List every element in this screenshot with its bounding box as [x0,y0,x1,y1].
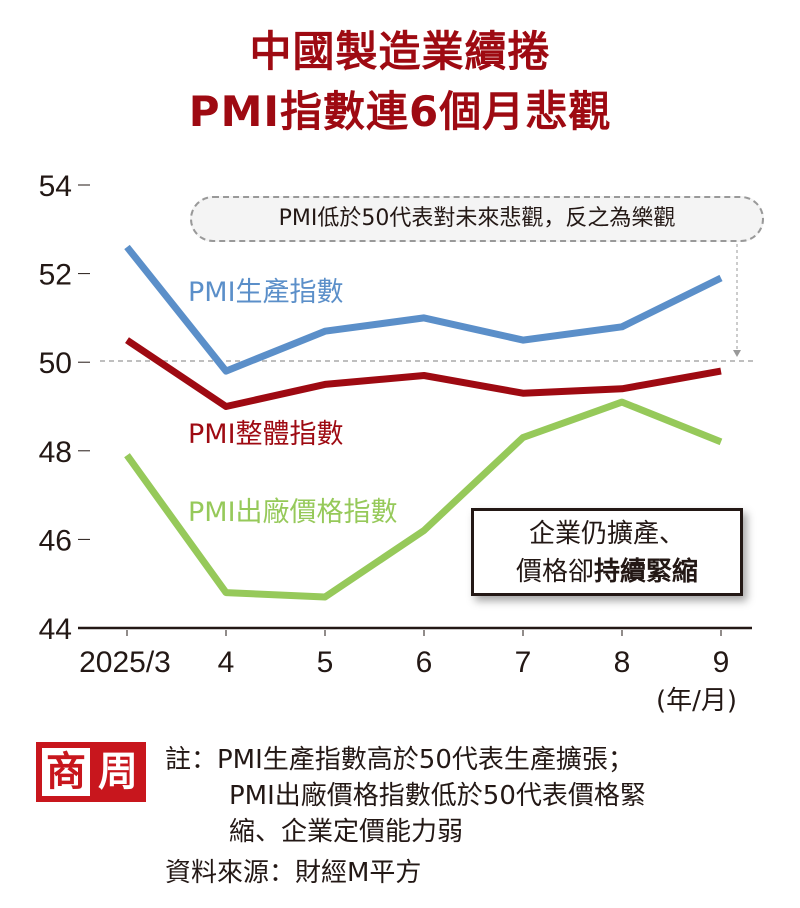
footnote-line3: 縮、企業定價能力弱 [229,817,464,847]
x-axis-unit: (年/月) [656,686,738,716]
pointer-arrow-icon [733,350,741,357]
footnote-line1: 註：PMI生產指數高於50代表生產擴張； [165,745,634,775]
x-tick-label: 8 [614,646,631,679]
chart-title-line2: PMI指數連6個月悲觀 [188,87,612,136]
chart-title-line1: 中國製造業續捲 [249,27,551,76]
series-line [124,398,723,601]
x-tick-label: 9 [713,646,730,679]
y-tick-label: 46 [39,524,72,557]
y-tick-label: 52 [39,259,72,292]
series-line [125,337,722,410]
footnote-line2: PMI出廠價格指數低於50代表價格緊 [229,781,646,811]
y-tick-label: 54 [39,170,72,203]
callout-box: 企業仍擴產、 價格卻持續緊縮 [471,508,743,596]
x-tick-label: 6 [416,646,433,679]
label-production-index: PMI生產指數 [188,277,344,308]
business-weekly-logo: 商 周 [36,742,146,802]
threshold-note: PMI低於50代表對未來悲觀，反之為樂觀 [190,196,764,242]
x-tick-label: 2025/3 [79,646,171,679]
y-tick-label: 50 [39,347,72,380]
callout-bold-text: 持續緊縮 [594,557,699,587]
label-price-index: PMI出廠價格指數 [188,497,398,528]
callout-normal-text: 價格卻 [515,557,594,587]
callout-line2: 價格卻持續緊縮 [474,553,740,591]
x-tick-label: 4 [218,646,235,679]
x-axis: 2025/3 4 5 6 7 8 9 [78,626,752,679]
logo-char1: 商 [42,748,90,796]
data-source: 資料來源：財經M平方 [165,858,422,888]
x-tick-label: 7 [515,646,532,679]
y-tick-label: 48 [39,436,72,469]
y-tick-label: 44 [39,613,72,646]
x-tick-label: 5 [317,646,334,679]
callout-line1: 企業仍擴產、 [528,519,685,549]
label-total-index: PMI整體指數 [188,419,344,450]
y-axis: 44 46 48 50 52 54 [39,170,90,646]
series-line [124,244,723,375]
footnote: 註：PMI生產指數高於50代表生產擴張； PMI出廠價格指數低於50代表價格緊 … [165,742,646,850]
series-lines [124,244,723,601]
logo-char2: 周 [98,749,138,795]
